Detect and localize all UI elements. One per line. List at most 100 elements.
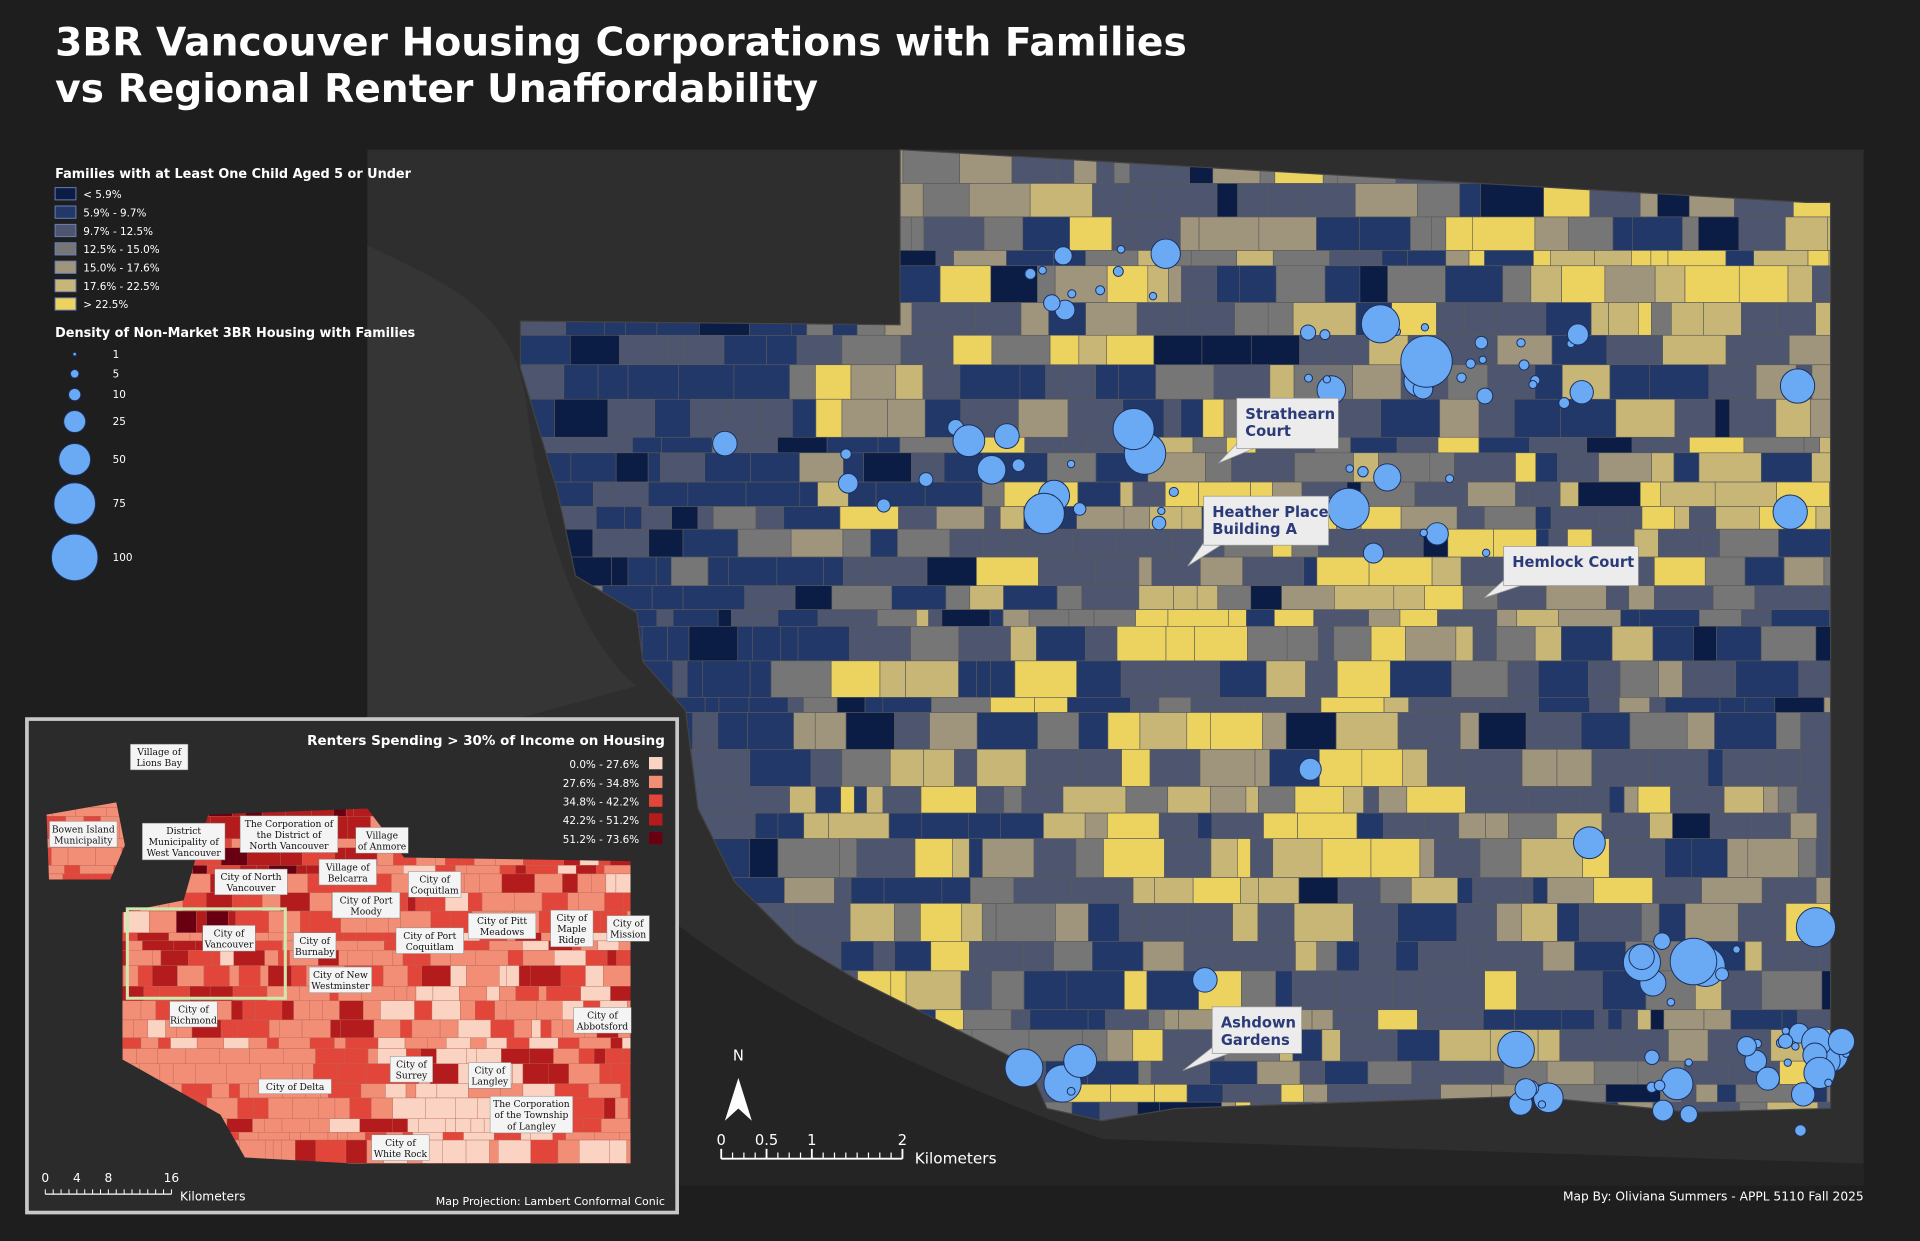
place-box: [214, 868, 288, 896]
census-area: [611, 556, 629, 587]
census-area: [1607, 1009, 1623, 1031]
scale-ticks: 0 0.5 1 2: [717, 1132, 907, 1160]
inset-area: [203, 965, 230, 987]
place-line: The Corporation of: [245, 819, 334, 830]
place-box: [606, 915, 650, 942]
place-box: [308, 966, 372, 993]
census-area: [810, 748, 843, 787]
credit: Map By: Oliviana Summers - APPL 5110 Fal…: [1563, 1189, 1864, 1203]
inset-area: [404, 1037, 428, 1049]
census-area: [1078, 334, 1107, 366]
housing-site: [1112, 265, 1124, 277]
census-area: [1115, 528, 1172, 558]
census-area: [1305, 660, 1338, 698]
callout-line: Gardens: [1221, 1032, 1290, 1049]
housing-site: [1537, 1100, 1547, 1109]
census-area: [1482, 697, 1498, 713]
inset-area: [486, 986, 500, 1001]
census-area: [815, 364, 852, 400]
census-area: [1013, 877, 1072, 904]
census-area: [1484, 506, 1536, 530]
census-area: [1236, 250, 1274, 267]
census-area: [898, 506, 937, 530]
census-area: [647, 481, 689, 507]
place-label: City of Pitt Meadows: [477, 916, 527, 938]
census-area: [1200, 556, 1244, 587]
census-area: [1494, 302, 1547, 336]
inset-area: [268, 965, 292, 987]
inset-area: [385, 1083, 407, 1099]
census-area: [969, 585, 1004, 610]
census-area: [1561, 626, 1613, 662]
census-area: [840, 941, 875, 972]
scale-label: 0.5: [755, 1132, 778, 1149]
census-area: [1750, 812, 1791, 839]
census-area: [981, 481, 1005, 507]
census-area: [1154, 1084, 1188, 1103]
census-area: [1150, 1060, 1211, 1085]
inset-area: [137, 965, 153, 987]
inset-area: [211, 1083, 230, 1099]
census-area: [1649, 697, 1666, 713]
inset-area: [499, 865, 516, 875]
place-line: of Anmore: [358, 841, 406, 852]
census-area: [1245, 786, 1259, 814]
legend: Families with at Least One Child Aged 5 …: [50, 167, 416, 582]
inset-area: [458, 1063, 471, 1085]
inset-area: [529, 1037, 559, 1049]
inset-area: [349, 1097, 372, 1119]
census-area: [1693, 626, 1717, 662]
inset-area: [168, 932, 191, 942]
census-area: [1132, 1029, 1164, 1062]
census-area: [1671, 302, 1704, 336]
inset-area: [255, 1000, 283, 1021]
scale-label: 0: [41, 1171, 49, 1185]
inset-area: [407, 965, 422, 987]
housing-site: [1357, 465, 1369, 478]
housing-site: [1790, 1082, 1816, 1107]
census-area: [826, 436, 879, 454]
census-area: [1738, 265, 1789, 303]
census-area: [1324, 1060, 1369, 1085]
census-area: [1594, 1009, 1609, 1031]
inset-area: [372, 950, 394, 966]
census-area: [1081, 585, 1140, 610]
census-area: [792, 903, 851, 942]
inset-area: [540, 1019, 552, 1038]
census-area: [1217, 585, 1252, 610]
callout-line: Hemlock Court: [1512, 554, 1634, 571]
inset-area: [515, 865, 527, 875]
inset-area: [137, 932, 169, 942]
housing-site: [1425, 522, 1449, 546]
census-area: [941, 877, 971, 904]
census-area: [1037, 712, 1080, 750]
inset-area: [529, 1048, 554, 1064]
inset-area: [470, 1118, 485, 1133]
census-area: [863, 452, 912, 483]
census-area: [1043, 812, 1086, 839]
census-area: [1639, 609, 1700, 627]
census-area: [1828, 838, 1831, 878]
census-area: [1557, 903, 1580, 942]
census-area: [1776, 302, 1816, 336]
inset-area: [455, 1097, 478, 1119]
census-area: [1707, 748, 1724, 787]
place-line: City of: [396, 1059, 427, 1070]
census-area: [794, 585, 833, 610]
census-area: [894, 712, 930, 750]
census-area: [597, 364, 629, 400]
census-area: [936, 506, 985, 530]
census-area: [761, 398, 793, 438]
census-area: [990, 697, 1035, 713]
inset-area: [594, 1132, 620, 1141]
housing-site: [976, 455, 1007, 485]
census-area: [731, 609, 779, 627]
inset-area: [309, 892, 332, 912]
inset-swatch: [648, 757, 663, 770]
inset-area: [185, 1048, 220, 1064]
census-area: [654, 398, 691, 438]
census-area: [1190, 250, 1237, 267]
inset-area: [481, 892, 515, 912]
inset-area: [425, 1097, 456, 1119]
housing-site: [1024, 267, 1037, 280]
